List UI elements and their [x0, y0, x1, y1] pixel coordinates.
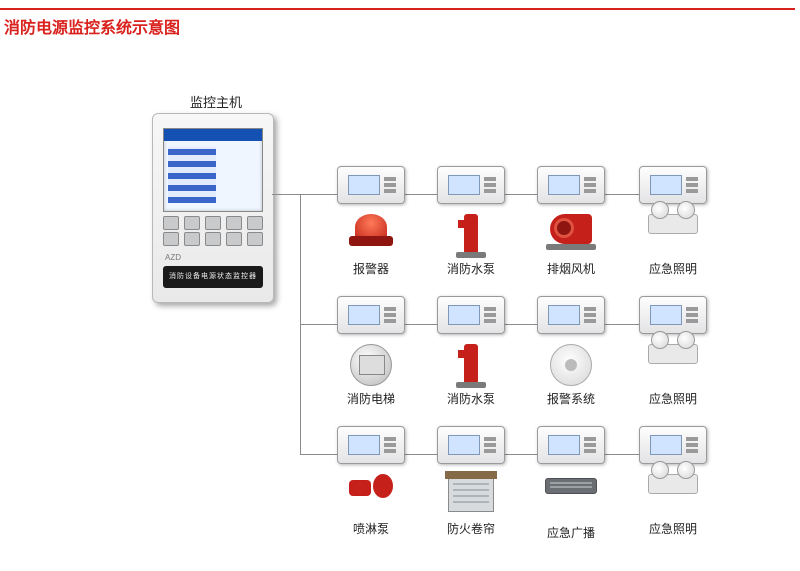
diagram-canvas: 监控主机AZD消防设备电源状态监控器报警器消防水泵排烟风机应急照明消防电梯消防水…: [0, 48, 800, 571]
power-monitor-module: [437, 166, 505, 204]
smoke-icon: [545, 344, 597, 386]
device-cell: 消防水泵: [428, 166, 514, 277]
emerg-icon: [647, 344, 699, 386]
power-monitor-module: [337, 166, 405, 204]
curtain-icon: [445, 474, 497, 516]
device-label: 报警系统: [528, 390, 614, 407]
device-label: 应急广播: [528, 524, 614, 541]
power-monitor-module: [337, 296, 405, 334]
elevator-icon: [345, 344, 397, 386]
device-cell: 报警器: [328, 166, 414, 277]
power-monitor-module: [537, 166, 605, 204]
fan-icon: [545, 214, 597, 256]
device-label: 报警器: [328, 260, 414, 277]
device-label: 消防水泵: [428, 390, 514, 407]
power-monitor-module: [437, 296, 505, 334]
device-cell: 消防电梯: [328, 296, 414, 407]
broadcast-icon: [545, 478, 597, 520]
device-label: 消防电梯: [328, 390, 414, 407]
spray-icon: [345, 474, 397, 516]
power-monitor-module: [537, 296, 605, 334]
device-cell: 报警系统: [528, 296, 614, 407]
device-label: 应急照明: [630, 260, 716, 277]
emerg-icon: [647, 214, 699, 256]
host-label: 监控主机: [190, 92, 242, 111]
power-monitor-module: [337, 426, 405, 464]
diagram-title: 消防电源监控系统示意图: [0, 10, 800, 42]
power-monitor-module: [639, 426, 707, 464]
device-cell: 应急照明: [630, 166, 716, 277]
power-monitor-module: [639, 166, 707, 204]
alarm-icon: [345, 214, 397, 256]
device-cell: 应急广播: [528, 426, 614, 541]
power-monitor-module: [437, 426, 505, 464]
device-label: 防火卷帘: [428, 520, 514, 537]
device-label: 排烟风机: [528, 260, 614, 277]
device-label: 应急照明: [630, 390, 716, 407]
monitoring-host: AZD消防设备电源状态监控器: [152, 113, 274, 303]
device-cell: 应急照明: [630, 296, 716, 407]
emerg-icon: [647, 474, 699, 516]
device-cell: 排烟风机: [528, 166, 614, 277]
pump-icon: [445, 214, 497, 256]
device-cell: 应急照明: [630, 426, 716, 537]
device-cell: 消防水泵: [428, 296, 514, 407]
pump-icon: [445, 344, 497, 386]
device-label: 喷淋泵: [328, 520, 414, 537]
device-label: 应急照明: [630, 520, 716, 537]
power-monitor-module: [639, 296, 707, 334]
power-monitor-module: [537, 426, 605, 464]
device-label: 消防水泵: [428, 260, 514, 277]
device-cell: 防火卷帘: [428, 426, 514, 537]
device-cell: 喷淋泵: [328, 426, 414, 537]
